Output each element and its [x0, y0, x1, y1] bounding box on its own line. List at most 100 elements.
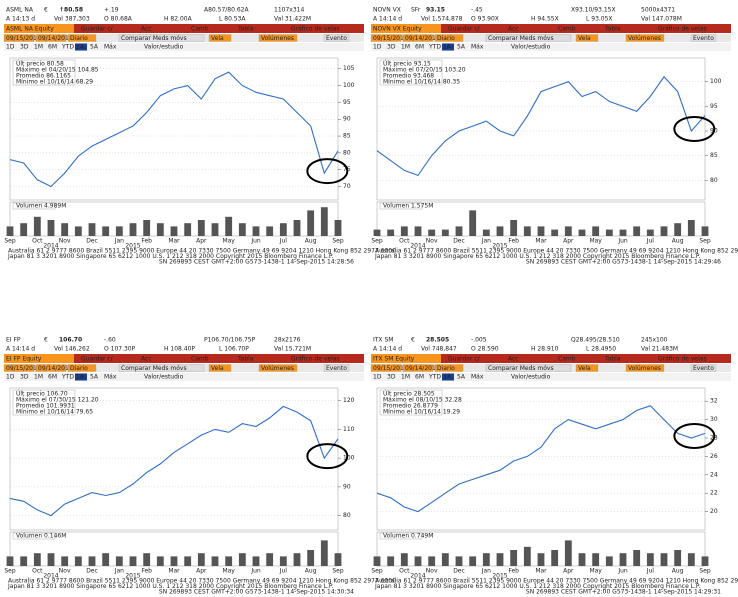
- x-tick-label: Jul: [646, 568, 655, 575]
- range-button[interactable]: 1M: [401, 44, 410, 51]
- ticker-box: [371, 354, 441, 363]
- range-button[interactable]: 5A: [90, 374, 99, 381]
- control-label[interactable]: Vela: [578, 35, 591, 42]
- control-label[interactable]: Vela: [578, 365, 591, 372]
- control-label[interactable]: Diario: [437, 35, 455, 42]
- control-box: [118, 34, 205, 42]
- control-label[interactable]: Diario: [437, 365, 455, 372]
- control-label[interactable]: Volúmenes: [261, 35, 294, 42]
- toolbar-item[interactable]: Guardar c/: [81, 355, 114, 362]
- control-label[interactable]: Evento: [693, 365, 714, 372]
- control-label[interactable]: Comparar Meds móvs: [121, 35, 187, 42]
- range-button[interactable]: Valor/estudio: [511, 374, 551, 381]
- range-button[interactable]: 6M: [415, 44, 424, 51]
- range-button[interactable]: 3D: [20, 374, 29, 381]
- range-button[interactable]: 1M: [34, 44, 43, 51]
- control-label[interactable]: Volúmenes: [628, 35, 661, 42]
- range-button[interactable]: 1D: [6, 374, 15, 381]
- range-button[interactable]: Máx: [104, 374, 117, 381]
- range-button[interactable]: 1D: [6, 44, 15, 51]
- range-button[interactable]: Máx: [471, 44, 484, 51]
- toolbar-item[interactable]: Acc: [508, 355, 519, 362]
- control-label[interactable]: Diario: [70, 365, 88, 372]
- control-label[interactable]: Evento: [693, 35, 714, 42]
- volume-bar: [510, 550, 518, 566]
- range-button[interactable]: YTD: [61, 374, 74, 381]
- range-button[interactable]: 6M: [415, 374, 424, 381]
- toolbar-item[interactable]: Tabla: [237, 25, 254, 32]
- range-button[interactable]: 5A: [457, 44, 466, 51]
- control-label[interactable]: 09/14/2015: [405, 365, 440, 372]
- control-label[interactable]: Vela: [211, 365, 224, 372]
- control-label[interactable]: Vela: [211, 35, 224, 42]
- volume-bar: [523, 226, 531, 236]
- volume-bar: [61, 223, 69, 236]
- control-label[interactable]: Comparar Meds móvs: [121, 365, 187, 372]
- control-label[interactable]: 09/15/2014: [6, 35, 41, 42]
- control-label[interactable]: Evento: [326, 35, 347, 42]
- toolbar-item[interactable]: Guardar c/: [448, 25, 481, 32]
- control-label[interactable]: Comparar Meds móvs: [488, 365, 554, 372]
- control-label[interactable]: 09/14/2015: [405, 35, 440, 42]
- control-label[interactable]: 09/15/2014: [373, 365, 408, 372]
- toolbar-item[interactable]: Tabla: [604, 355, 621, 362]
- x-tick-label: Oct: [32, 238, 43, 245]
- header-stat: Vol 748,847: [421, 346, 457, 353]
- control-label[interactable]: 09/15/2014: [373, 35, 408, 42]
- toolbar-item[interactable]: Gráfico de velas: [291, 25, 340, 32]
- range-button[interactable]: 3D: [20, 44, 29, 51]
- year-label: 2014: [43, 243, 58, 250]
- control-label[interactable]: Comparar Meds móvs: [488, 35, 554, 42]
- toolbar-item[interactable]: Gráfico de velas: [658, 355, 707, 362]
- range-button[interactable]: Valor/estudio: [511, 44, 551, 51]
- control-label[interactable]: Diario: [70, 35, 88, 42]
- range-button[interactable]: YTD: [428, 44, 441, 51]
- toolbar-item[interactable]: Gráfico de velas: [658, 25, 707, 32]
- toolbar-item[interactable]: Camb: [558, 355, 576, 362]
- range-button[interactable]: 1D: [373, 374, 382, 381]
- range-button[interactable]: Máx: [471, 374, 484, 381]
- range-button[interactable]: 5A: [90, 44, 99, 51]
- range-button[interactable]: 5A: [457, 374, 466, 381]
- range-button[interactable]: 1M: [34, 374, 43, 381]
- control-label[interactable]: 09/15/2014: [6, 365, 41, 372]
- range-button[interactable]: YTD: [61, 44, 74, 51]
- range-button[interactable]: 6M: [48, 44, 57, 51]
- toolbar-item[interactable]: Camb: [191, 25, 209, 32]
- toolbar-item[interactable]: Acc: [141, 25, 152, 32]
- range-button[interactable]: 1A: [443, 44, 452, 51]
- range-button[interactable]: 1A: [76, 44, 85, 51]
- control-label[interactable]: Volúmenes: [628, 365, 661, 372]
- toolbar-item[interactable]: Tabla: [237, 355, 254, 362]
- volume-legend-box: [12, 532, 56, 540]
- toolbar-item[interactable]: Camb: [191, 355, 209, 362]
- toolbar-item[interactable]: Tabla: [604, 25, 621, 32]
- volume-bar: [20, 556, 28, 566]
- control-label[interactable]: Volúmenes: [261, 365, 294, 372]
- range-button[interactable]: Máx: [104, 44, 117, 51]
- toolbar-item[interactable]: Acc: [141, 355, 152, 362]
- toolbar-item[interactable]: Camb: [558, 25, 576, 32]
- toolbar-item[interactable]: Guardar c/: [448, 355, 481, 362]
- range-button[interactable]: 3D: [387, 374, 396, 381]
- range-button[interactable]: 1A: [76, 374, 85, 381]
- range-button[interactable]: Valor/estudio: [144, 44, 184, 51]
- control-label[interactable]: 09/14/2015: [38, 35, 73, 42]
- range-button[interactable]: YTD: [428, 374, 441, 381]
- volume-bar: [701, 226, 709, 236]
- toolbar-item[interactable]: Gráfico de velas: [291, 355, 340, 362]
- volume-bar: [102, 553, 110, 566]
- control-label[interactable]: 09/14/2015: [38, 365, 73, 372]
- toolbar-item[interactable]: Guardar c/: [81, 25, 114, 32]
- range-button[interactable]: 6M: [48, 374, 57, 381]
- footer-line: Japan 81 3 3201 8900 Singapore 65 6212 1…: [7, 583, 334, 590]
- header-stat: H 28.910: [531, 346, 559, 353]
- range-button[interactable]: 3D: [387, 44, 396, 51]
- range-button[interactable]: 1M: [401, 374, 410, 381]
- toolbar-item[interactable]: Acc: [508, 25, 519, 32]
- x-tick-label: Sep: [371, 238, 383, 245]
- range-button[interactable]: 1D: [373, 44, 382, 51]
- range-button[interactable]: 1A: [443, 374, 452, 381]
- control-label[interactable]: Evento: [326, 365, 347, 372]
- range-button[interactable]: Valor/estudio: [144, 374, 184, 381]
